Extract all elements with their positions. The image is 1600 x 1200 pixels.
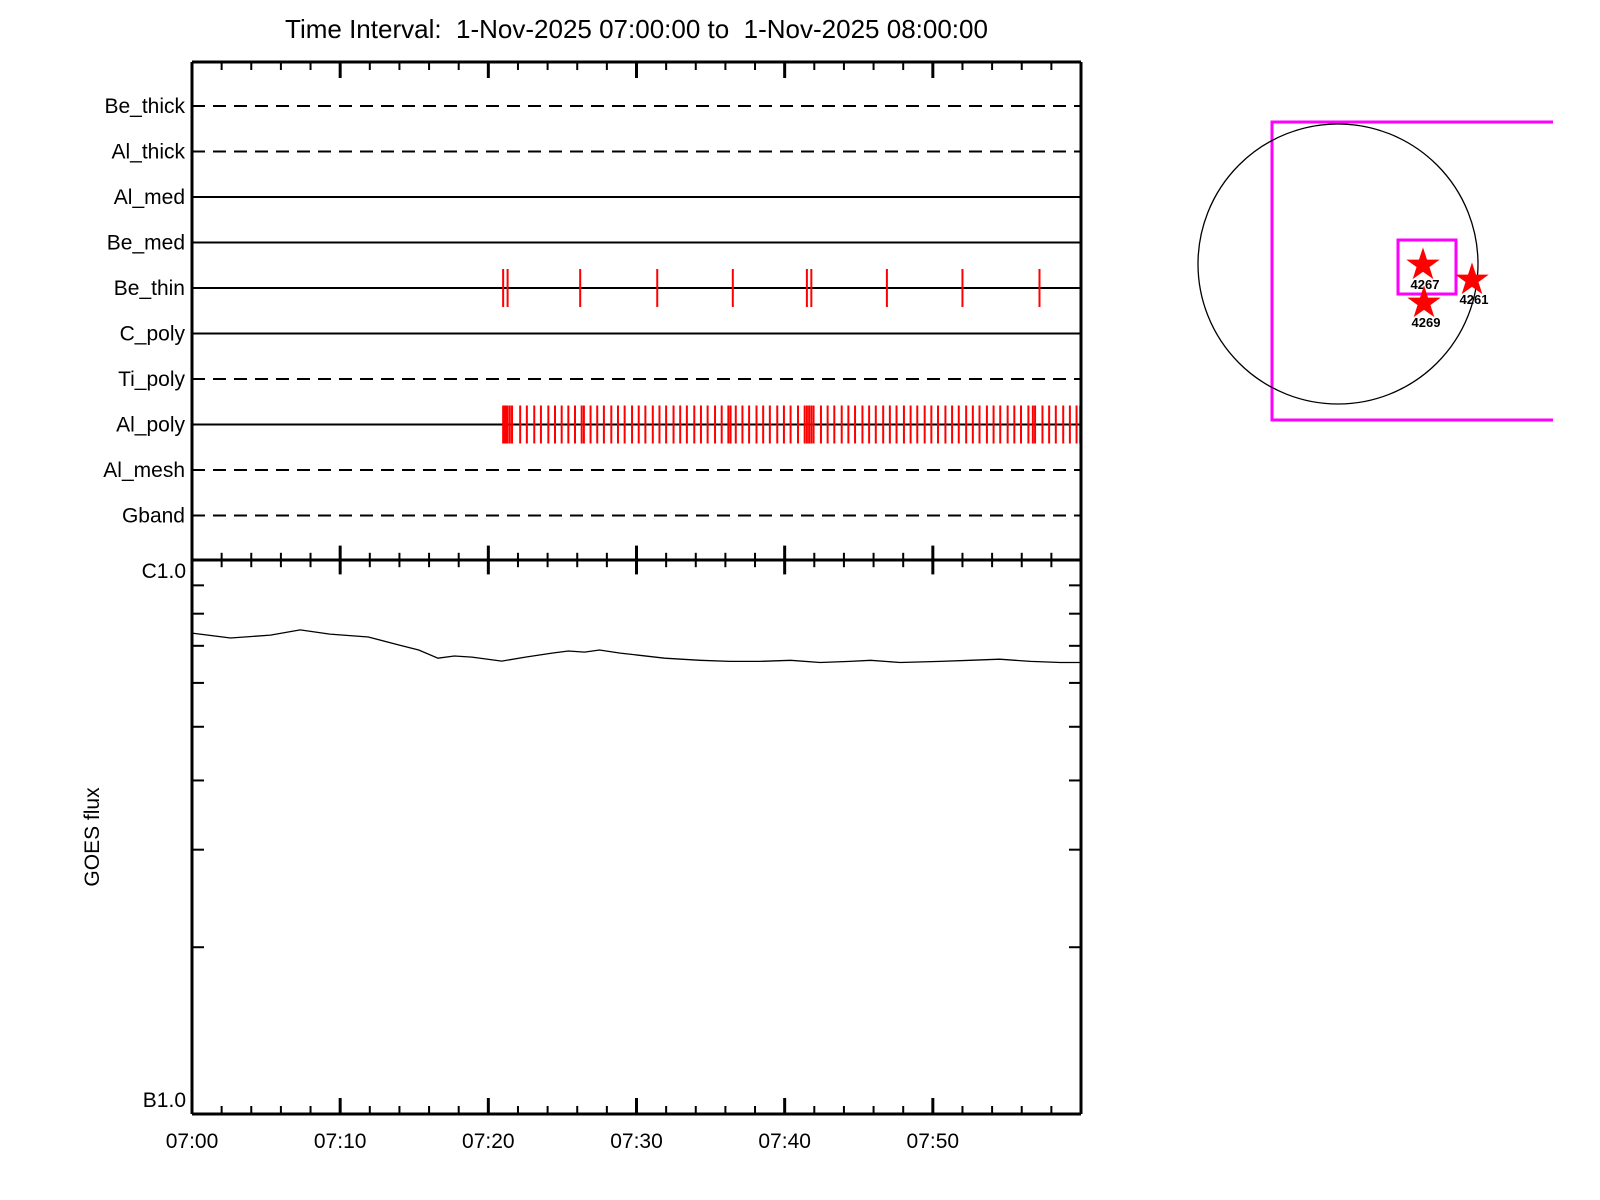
x-tick-label: 07:40 (758, 1130, 811, 1153)
active-region-label: 4267 (1411, 277, 1440, 292)
axes-layer (190, 60, 1083, 1116)
x-tick-label: 07:20 (462, 1130, 515, 1153)
x-tick-label: 07:30 (610, 1130, 663, 1153)
solar-map-layer: 4267 4261 4269 (1197, 120, 1553, 422)
x-tick-label: 07:10 (314, 1130, 367, 1153)
goes-y-top-label: C1.0 (142, 560, 186, 583)
event-ticks-layer (502, 269, 1082, 444)
x-tick-label: 07:00 (166, 1130, 219, 1153)
tick-labels-layer: 07:00 07:10 07:20 07:30 07:40 07:50 (166, 1130, 959, 1153)
filter-row-label-Al_mesh: Al_mesh (103, 459, 185, 482)
goes-curve-layer (191, 629, 1081, 664)
goes-flux-curve (191, 629, 1081, 664)
filter-row-label-Al_thick: Al_thick (111, 141, 185, 164)
x-tick-label: 07:50 (907, 1130, 960, 1153)
goes-y-bottom-label: B1.0 (143, 1089, 186, 1112)
filter-row-label-Ti_poly: Ti_poly (118, 368, 185, 391)
target-box (1396, 238, 1458, 296)
filter-row-label-Gband: Gband (122, 505, 185, 528)
filter-row-label-Be_med: Be_med (107, 232, 185, 255)
filter-row-label-Al_poly: Al_poly (116, 414, 185, 437)
solar-disk (1197, 123, 1479, 405)
fov-rect (1270, 120, 1553, 422)
active-region-label: 4261 (1460, 292, 1489, 307)
filter-rows-layer: Be_thick Al_thick Al_med Be_med Be_thin C_pol… (103, 95, 1081, 528)
active-region-star-icon (1407, 285, 1441, 318)
active-region-label: 4269 (1412, 315, 1441, 330)
active-region-star-icon (1455, 262, 1489, 295)
filter-row-label-Be_thin: Be_thin (114, 277, 185, 300)
active-region-star-icon (1406, 247, 1440, 280)
filter-row-label-Al_med: Al_med (114, 186, 185, 209)
goes-ylabel: GOES flux (81, 787, 104, 887)
filter-row-label-Be_thick: Be_thick (104, 95, 185, 118)
filter-row-label-C_poly: C_poly (120, 323, 186, 346)
time-interval-title: Time Interval: 1-Nov-2025 07:00:00 to 1-… (285, 14, 988, 44)
